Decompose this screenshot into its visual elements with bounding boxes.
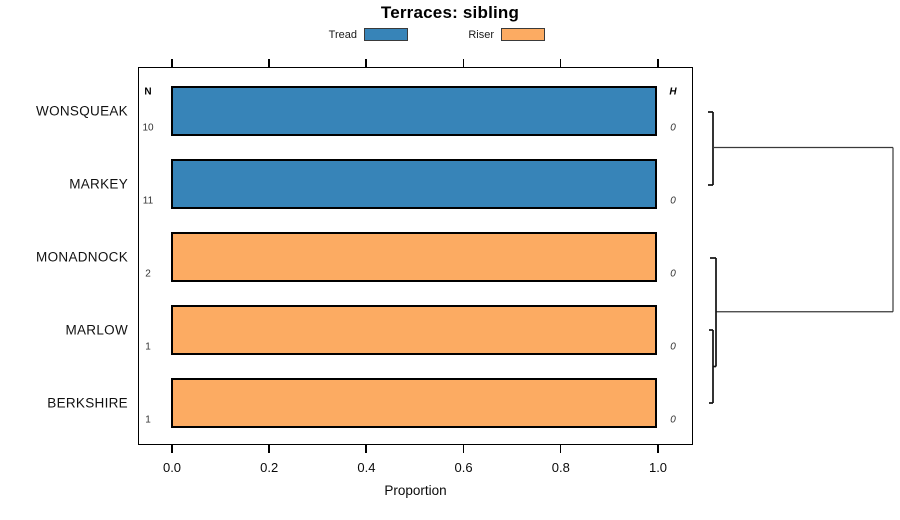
top-tick bbox=[268, 59, 270, 67]
x-tick-label: 0.0 bbox=[162, 460, 182, 475]
h-value: 0 bbox=[670, 122, 676, 134]
n-value: 1 bbox=[145, 414, 151, 426]
n-column-header: N bbox=[144, 86, 152, 98]
h-value: 0 bbox=[670, 341, 676, 353]
bottom-tick bbox=[268, 445, 270, 453]
category-label: MARLOW bbox=[65, 322, 128, 338]
x-axis-title: Proportion bbox=[384, 483, 447, 498]
bottom-tick bbox=[657, 445, 659, 453]
category-label: BERKSHIRE bbox=[47, 395, 128, 411]
bottom-tick bbox=[559, 445, 562, 453]
x-tick-label: 0.4 bbox=[357, 460, 376, 475]
x-tick-label: 0.8 bbox=[551, 460, 570, 475]
bar-berkshire bbox=[171, 378, 657, 428]
bar-marlow bbox=[171, 305, 657, 355]
bottom-tick bbox=[462, 445, 465, 453]
category-label: MONADNOCK bbox=[36, 249, 128, 265]
h-value: 0 bbox=[670, 195, 676, 207]
n-value: 10 bbox=[142, 122, 154, 134]
legend-label-tread: Tread bbox=[328, 29, 357, 41]
h-value: 0 bbox=[670, 268, 676, 280]
legend-swatch-riser bbox=[501, 28, 545, 41]
top-tick bbox=[559, 59, 562, 67]
n-value: 1 bbox=[145, 341, 151, 353]
bar-wonsqueak bbox=[171, 86, 657, 136]
bottom-tick bbox=[171, 445, 173, 453]
bottom-tick bbox=[365, 445, 367, 453]
top-tick bbox=[657, 59, 659, 67]
x-tick-label: 0.2 bbox=[260, 460, 279, 475]
x-tick-label: 0.6 bbox=[454, 460, 473, 475]
legend-label-riser: Riser bbox=[468, 29, 494, 41]
legend-swatch-tread bbox=[364, 28, 408, 41]
top-tick bbox=[171, 59, 173, 67]
n-value: 2 bbox=[145, 268, 151, 280]
x-tick-label: 1.0 bbox=[648, 460, 668, 475]
category-label: MARKEY bbox=[69, 176, 128, 192]
h-value: 0 bbox=[670, 414, 676, 426]
n-value: 11 bbox=[142, 195, 154, 207]
category-label: WONSQUEAK bbox=[36, 103, 128, 119]
bar-monadnock bbox=[171, 232, 657, 282]
top-tick bbox=[462, 59, 465, 67]
top-tick bbox=[365, 59, 367, 67]
bar-markey bbox=[171, 159, 657, 209]
chart-title: Terraces: sibling bbox=[380, 3, 520, 22]
h-column-header: H bbox=[669, 86, 677, 98]
